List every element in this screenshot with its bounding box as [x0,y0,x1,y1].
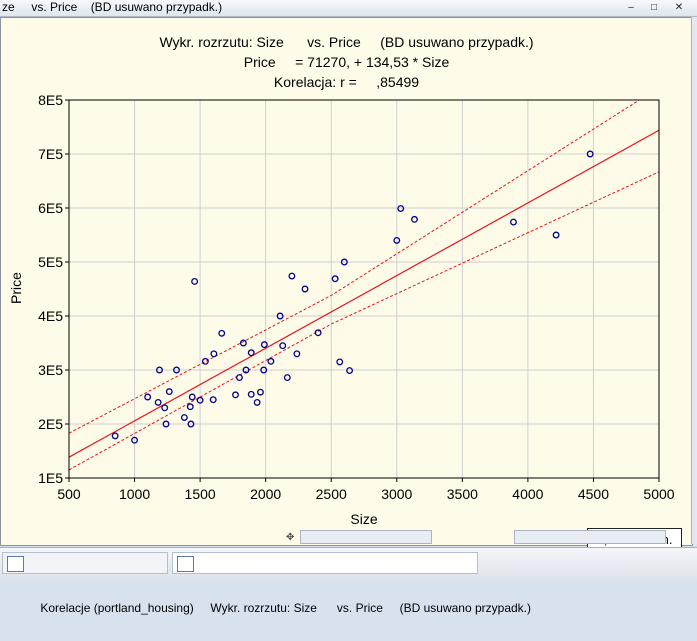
data-point [180,414,188,421]
data-point [279,342,287,350]
x-tick-label: 1000 [119,486,150,502]
data-point [293,350,301,358]
confidence-band [68,99,660,471]
x-tick-label: 3000 [381,486,412,502]
y-tick-label: 4E5 [38,308,63,324]
y-tick-label: 5E5 [38,254,63,270]
data-point [411,215,418,223]
data-point [288,272,296,280]
y-tick-label: 8E5 [38,92,63,108]
y-tick-label: 3E5 [38,362,63,378]
data-point [210,350,218,358]
x-axis-ticks: 500 1000 1500 2000 2500 3000 3500 4000 4500 5000 [57,478,675,502]
data-point [301,285,309,293]
window-title: ze vs. Price (BD usuwano przypadk.) [2,0,223,14]
x-tick-label: 4500 [578,486,609,502]
data-point [346,367,354,374]
data-point [201,357,209,365]
regression-line-path [68,129,660,458]
correlation-label: Korelacja: r = ,85499 [273,74,420,90]
data-point [186,403,194,411]
data-point [393,236,401,244]
data-point [283,374,291,382]
data-point [191,277,199,285]
data-points [111,150,594,444]
data-point [196,396,204,404]
x-tick-label: 5000 [643,486,674,502]
data-point [247,349,255,357]
tab-label: Wykr. rozrzutu: Size vs. Price (BD usuwa… [210,601,531,615]
data-point [260,366,268,374]
data-point [156,366,163,374]
data-point [209,396,217,404]
data-point [260,341,268,349]
data-point [188,393,196,401]
data-point [331,275,339,283]
y-axis-ticks: 1E5 2E5 3E5 4E5 5E5 6E5 7E5 8E5 [38,92,69,486]
data-point [161,404,169,412]
data-point [111,432,119,440]
window-titlebar: ze vs. Price (BD usuwano przypadk.) – □ … [0,0,697,17]
scatter-plot[interactable]: 500 1000 1500 2000 2500 3000 3500 4000 4500 5000 … [1,18,692,545]
data-point [510,218,517,226]
x-tick-label: 4000 [512,486,543,502]
y-tick-label: 7E5 [38,146,63,162]
data-point [131,436,139,444]
x-tick-label: 1500 [185,486,216,502]
data-point [218,329,226,337]
tab-label: Korelacje (portland_housing) [40,601,194,615]
data-point [247,390,255,398]
confidence-lower-line [68,171,660,471]
x-tick-label: 2500 [316,486,347,502]
document-tabs: Korelacje (portland_housing) Wykr. rozrz… [0,547,697,615]
data-point [256,388,264,396]
y-tick-label: 1E5 [38,470,63,486]
maximize-button[interactable]: □ [650,2,658,13]
data-point [144,393,152,401]
close-button[interactable]: ✕ [674,2,684,13]
regression-equation: Price = 71270, + 134,53 * Size [243,54,450,70]
x-tick-label: 2000 [250,486,281,502]
data-point [187,420,195,428]
data-point [340,258,348,266]
y-tick-label: 2E5 [38,416,63,432]
regression-line [68,129,660,458]
table-icon [7,556,24,572]
data-point [586,150,594,158]
tab-correlations[interactable]: Korelacje (portland_housing) [2,552,194,615]
data-point [336,358,344,366]
data-point [239,339,247,347]
move-icon[interactable]: ✥ [286,532,295,543]
graph-window: Wykr. rozrzutu: Size vs. Price (BD usuwa… [0,17,693,551]
data-point [276,312,284,320]
data-point [397,205,405,212]
x-axis-label: Size [350,511,377,527]
data-point [235,374,243,382]
plot-area-frame [68,99,660,479]
data-point [162,420,170,428]
chart-title: Wykr. rozrzutu: Size vs. Price (BD usuwa… [159,34,534,50]
vertical-scrollbar[interactable] [691,17,697,544]
y-axis-label: Price [8,272,24,304]
data-point [173,366,180,374]
data-point [267,357,275,365]
confidence-upper-line [68,99,640,434]
data-point [242,366,250,374]
data-point [552,231,560,239]
chart-icon [177,556,194,572]
minimize-button[interactable]: – [628,2,634,13]
data-point [165,388,173,396]
data-point [232,391,239,399]
x-tick-label: 3500 [447,486,478,502]
zoom-scrollbar[interactable] [300,530,432,544]
grid-lines [68,99,660,479]
data-point [253,398,261,406]
data-point [154,398,162,406]
y-tick-label: 6E5 [38,200,63,216]
x-tick-label: 500 [57,486,81,502]
data-point [314,329,322,337]
tab-scatterplot[interactable]: Wykr. rozrzutu: Size vs. Price (BD usuwa… [172,552,531,615]
horizontal-scrollbar[interactable] [514,530,666,544]
